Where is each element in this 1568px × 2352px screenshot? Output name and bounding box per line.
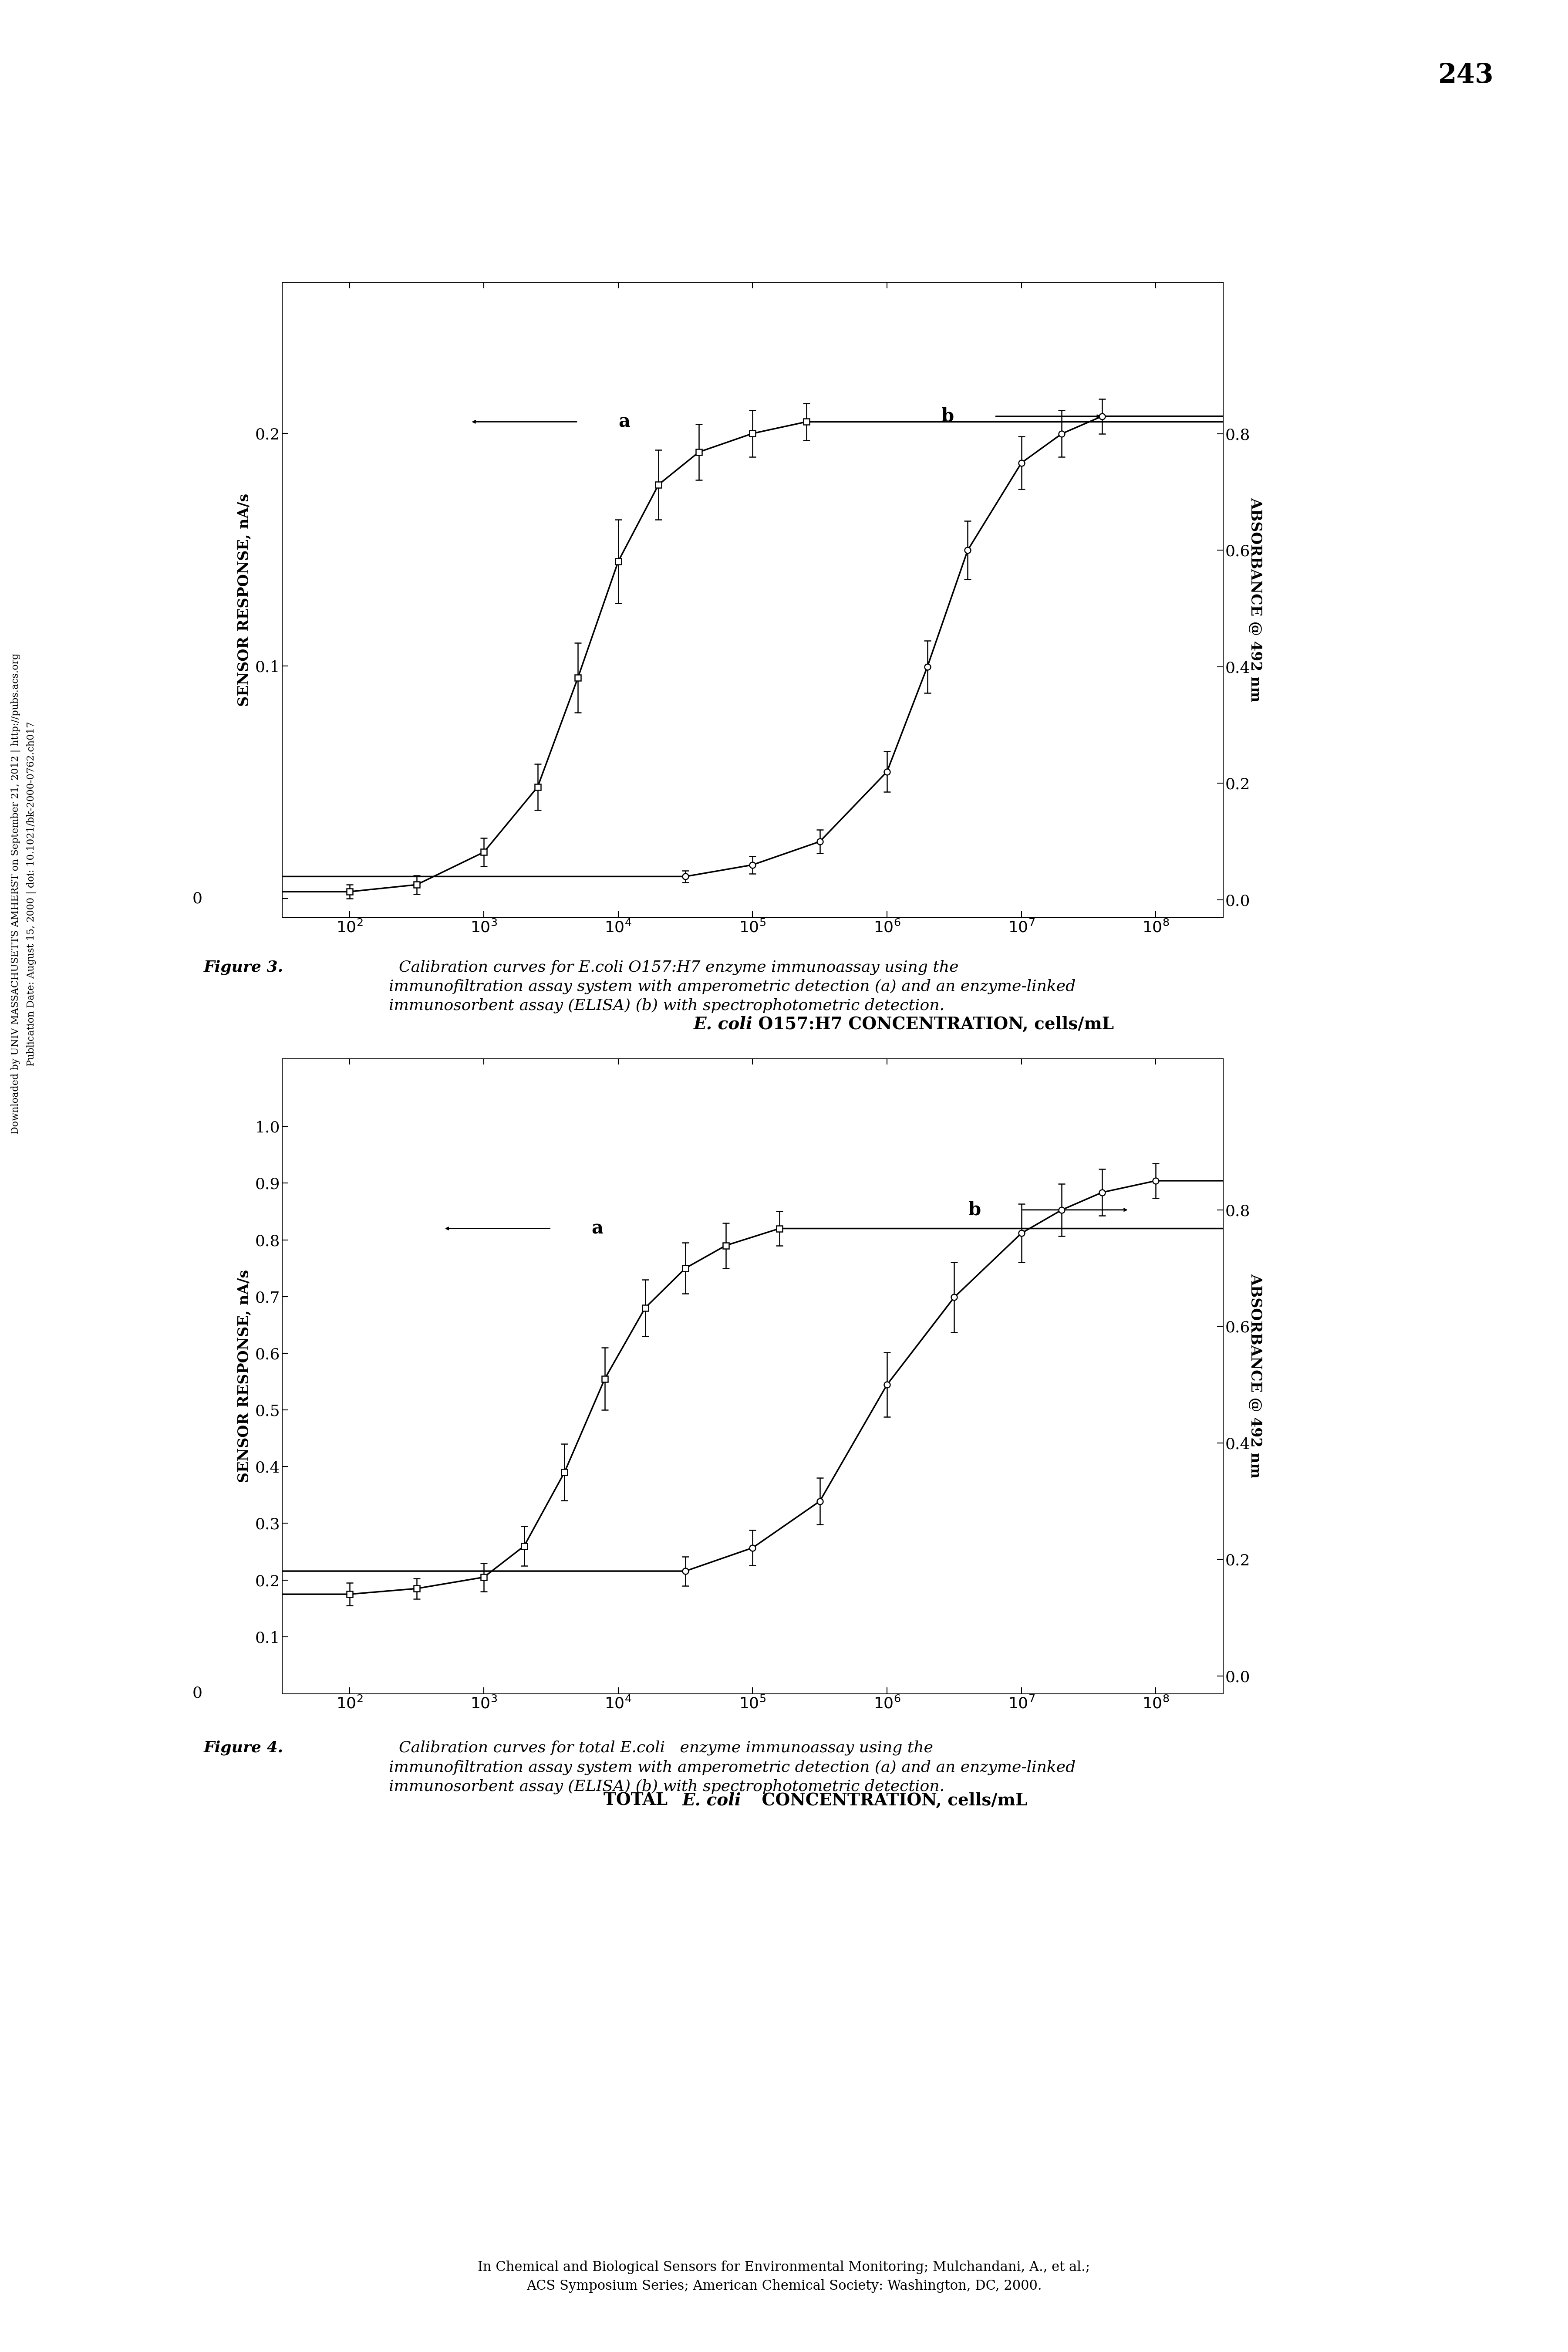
Y-axis label: SENSOR RESPONSE, nA/s: SENSOR RESPONSE, nA/s	[237, 494, 251, 706]
Text: O157:H7 CONCENTRATION, cells/mL: O157:H7 CONCENTRATION, cells/mL	[753, 1016, 1115, 1033]
Text: Calibration curves for E.coli O157:H7 enzyme immunoassay using the
immunofiltrat: Calibration curves for E.coli O157:H7 en…	[389, 960, 1076, 1014]
Text: 0: 0	[193, 1686, 202, 1700]
Text: Figure 4.: Figure 4.	[204, 1740, 284, 1755]
Text: CONCENTRATION, cells/mL: CONCENTRATION, cells/mL	[756, 1792, 1027, 1809]
Text: TOTAL: TOTAL	[604, 1792, 674, 1809]
Text: Downloaded by UNIV MASSACHUSETTS AMHERST on September 21, 2012 | http://pubs.acs: Downloaded by UNIV MASSACHUSETTS AMHERST…	[11, 654, 36, 1134]
Text: 243: 243	[1438, 61, 1494, 89]
Text: a: a	[618, 412, 630, 430]
Text: E. coli: E. coli	[682, 1792, 742, 1809]
Text: b: b	[969, 1202, 982, 1218]
Text: E. coli: E. coli	[693, 1016, 753, 1033]
Y-axis label: ABSORBANCE @ 492 nm: ABSORBANCE @ 492 nm	[1248, 1275, 1262, 1477]
Y-axis label: SENSOR RESPONSE, nA/s: SENSOR RESPONSE, nA/s	[237, 1270, 251, 1482]
Text: Calibration curves for total E.coli   enzyme immunoassay using the
immunofiltrat: Calibration curves for total E.coli enzy…	[389, 1740, 1076, 1795]
Text: 0: 0	[193, 891, 202, 906]
Y-axis label: ABSORBANCE @ 492 nm: ABSORBANCE @ 492 nm	[1248, 499, 1262, 701]
Text: In Chemical and Biological Sensors for Environmental Monitoring; Mulchandani, A.: In Chemical and Biological Sensors for E…	[478, 2260, 1090, 2293]
Text: a: a	[591, 1218, 604, 1237]
Text: Figure 3.: Figure 3.	[204, 960, 284, 974]
Text: b: b	[941, 407, 955, 426]
